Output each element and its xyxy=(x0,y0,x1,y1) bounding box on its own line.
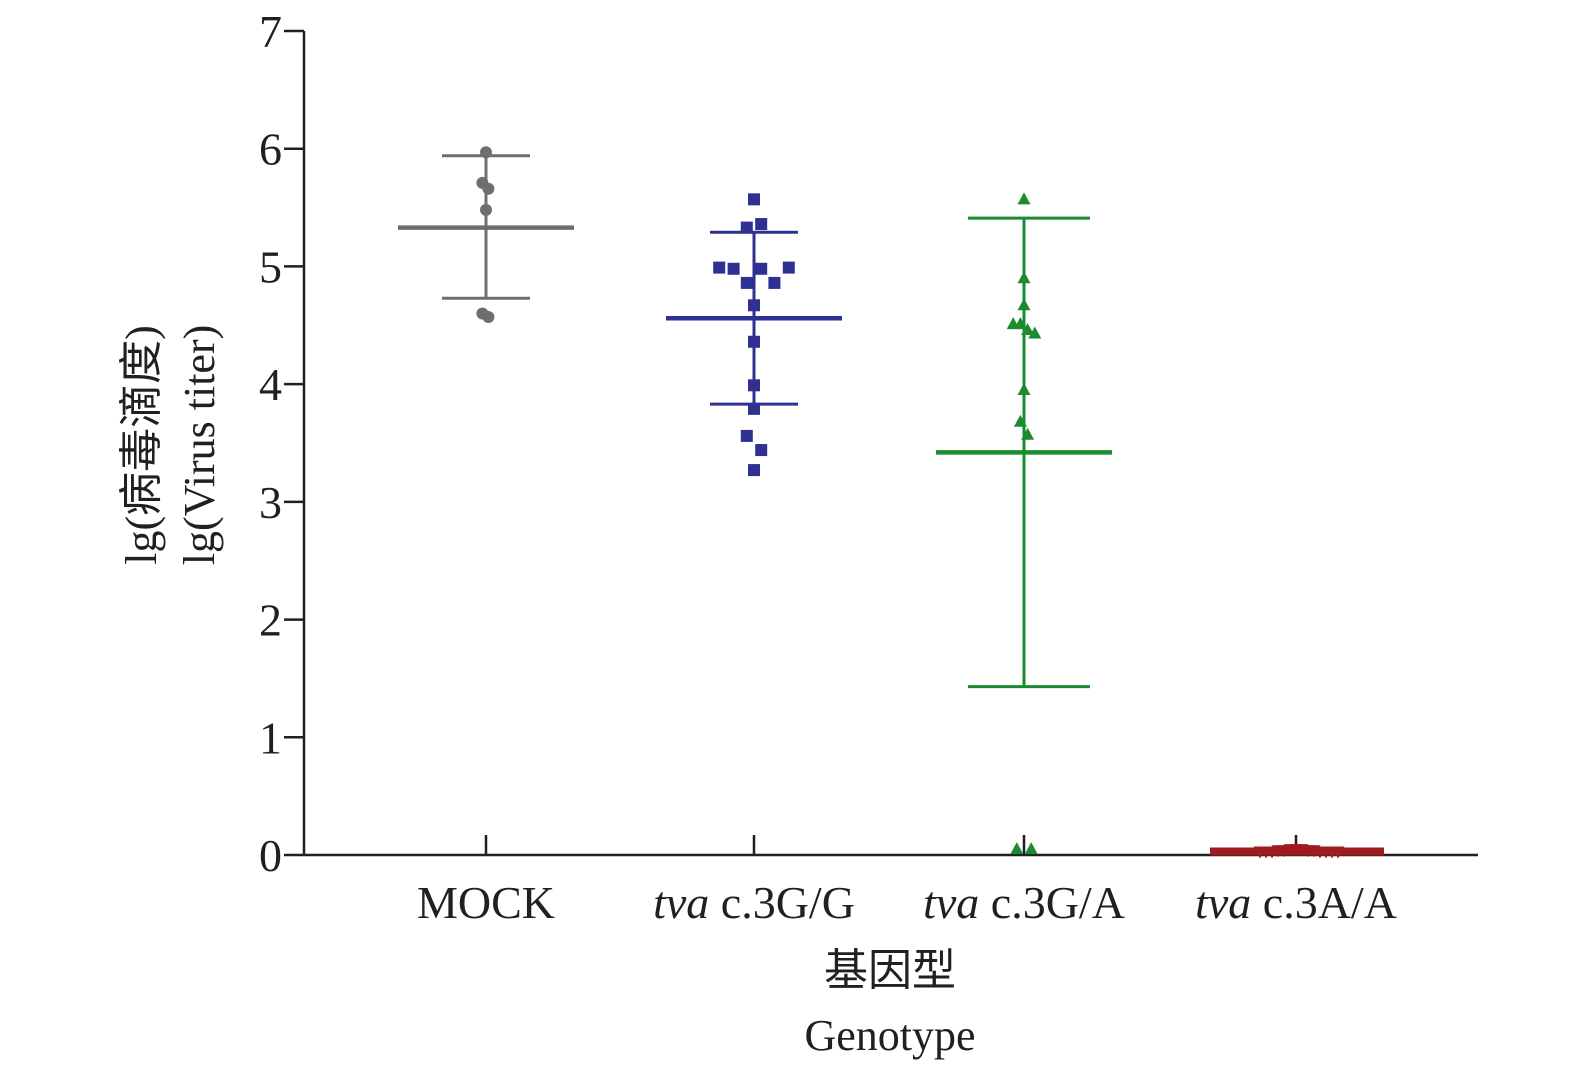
category-label-rest-3: c.3G/A xyxy=(979,877,1125,928)
y-tick-label-2: 2 xyxy=(259,595,282,646)
point-2-15 xyxy=(755,444,768,457)
y-ticks: 0 1 2 3 4 5 6 7 xyxy=(259,6,304,881)
series-3 xyxy=(936,192,1112,855)
point-2-2 xyxy=(740,221,753,234)
point-2-3 xyxy=(755,218,768,231)
point-2-7 xyxy=(755,262,768,275)
point-2-13 xyxy=(748,402,760,415)
point-1-4 xyxy=(480,203,492,216)
point-2-4 xyxy=(713,261,726,274)
point-2-14 xyxy=(740,429,753,442)
x-ticks xyxy=(484,835,1298,855)
point-3-2 xyxy=(1017,271,1031,284)
x-axis-title-en: Genotype xyxy=(804,1011,975,1060)
point-1-3 xyxy=(482,182,495,195)
category-label-rest-2: c.3G/G xyxy=(709,877,855,928)
point-2-6 xyxy=(740,276,753,289)
category-label-italic-2: tva xyxy=(653,877,709,928)
y-tick-label-3: 3 xyxy=(259,477,282,528)
point-1-1 xyxy=(480,146,492,159)
point-2-1 xyxy=(748,193,760,206)
point-4-14 xyxy=(1331,846,1345,859)
category-label-rest-4: c.3A/A xyxy=(1251,877,1397,928)
y-axis-title-zh: lg(病毒滴度) xyxy=(117,325,166,565)
point-2-11 xyxy=(748,335,760,348)
point-3-6 xyxy=(1021,322,1035,335)
point-3-12 xyxy=(1024,842,1038,855)
y-axis-title-en: lg(Virus titer) xyxy=(175,325,224,566)
category-label-2: tva c.3G/G xyxy=(653,877,855,928)
point-3-11 xyxy=(1010,842,1024,855)
point-3-5 xyxy=(1013,317,1027,330)
point-3-7 xyxy=(1028,326,1042,339)
y-tick-label-1: 1 xyxy=(259,712,282,763)
point-3-1 xyxy=(1017,192,1031,205)
category-label-3: tva c.3G/A xyxy=(923,877,1125,928)
y-tick-label-0: 0 xyxy=(259,830,282,881)
y-tick-label-5: 5 xyxy=(259,241,282,292)
point-3-9 xyxy=(1013,414,1027,427)
point-2-8 xyxy=(768,276,781,289)
x-axis-title-zh: 基因型 xyxy=(824,946,956,995)
point-2-12 xyxy=(748,379,760,392)
series-1 xyxy=(398,146,574,324)
point-2-10 xyxy=(748,299,760,312)
category-label-italic-4: tva xyxy=(1195,877,1251,928)
series-4 xyxy=(1210,844,1384,859)
series-2 xyxy=(666,193,842,477)
point-3-8 xyxy=(1017,383,1031,396)
y-axis-title: lg(病毒滴度) lg(Virus titer) xyxy=(117,325,224,566)
point-3-3 xyxy=(1017,298,1031,311)
y-tick-label-4: 4 xyxy=(259,359,282,410)
category-label-4: tva c.3A/A xyxy=(1195,877,1397,928)
y-tick-label-7: 7 xyxy=(259,6,282,57)
series-layer xyxy=(398,146,1384,859)
x-axis-title: 基因型 Genotype xyxy=(804,946,975,1060)
point-2-16 xyxy=(748,464,760,477)
point-2-5 xyxy=(727,262,740,275)
y-tick-label-6: 6 xyxy=(259,124,282,175)
point-3-10 xyxy=(1021,427,1035,440)
point-1-6 xyxy=(482,311,495,324)
category-label-italic-3: tva xyxy=(923,877,979,928)
category-labels: MOCK tva c.3G/G tva c.3G/A tva c.3A/A xyxy=(417,877,1397,928)
category-label-1: MOCK xyxy=(417,877,555,928)
point-2-9 xyxy=(782,261,795,274)
